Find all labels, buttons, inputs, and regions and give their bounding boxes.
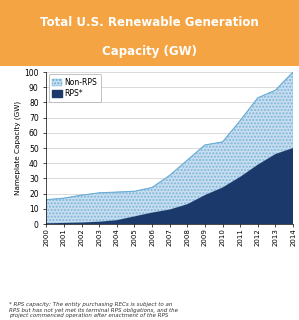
Legend: Non-RPS, RPS*: Non-RPS, RPS* <box>49 74 101 102</box>
Text: * RPS capacity: The entity purchasing RECs is subject to an
RPS but has not yet : * RPS capacity: The entity purchasing RE… <box>9 302 178 318</box>
Y-axis label: Nameplate Capacity (GW): Nameplate Capacity (GW) <box>15 101 22 195</box>
Text: Capacity (GW): Capacity (GW) <box>102 45 197 58</box>
Text: Total U.S. Renewable Generation: Total U.S. Renewable Generation <box>40 16 259 29</box>
